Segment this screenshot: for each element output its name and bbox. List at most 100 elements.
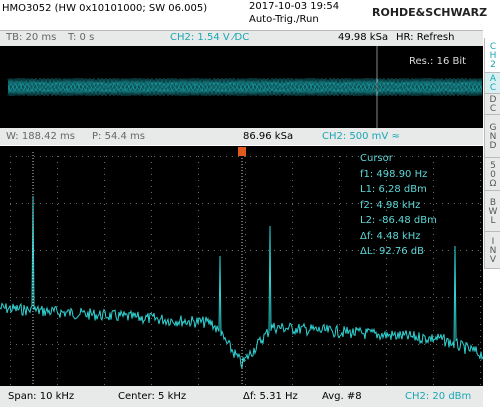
trace-line [364, 250, 365, 251]
trace-line [151, 210, 152, 211]
trace-line [151, 240, 152, 241]
trace-line [386, 294, 387, 295]
trace-line [136, 297, 137, 298]
trace-line [46, 203, 47, 204]
trace-line [480, 216, 481, 217]
trace-line [104, 282, 105, 283]
trace-line [104, 360, 105, 361]
trace-line [310, 344, 311, 345]
trace-line [316, 344, 317, 345]
trace-line [57, 330, 58, 331]
side-button[interactable]: AC [485, 73, 500, 94]
trace-line [104, 210, 105, 211]
trace-line [364, 297, 365, 298]
trace-line [57, 204, 58, 205]
trace-line [245, 282, 246, 283]
trace-line [466, 156, 467, 157]
trace-line [172, 250, 173, 251]
side-button[interactable]: CH2 [485, 38, 500, 73]
trace-line [28, 344, 29, 345]
trace-line [310, 297, 311, 298]
trace-line [394, 156, 395, 157]
trace-line [376, 250, 377, 251]
trace-line [57, 282, 58, 283]
trace-line [184, 297, 185, 298]
trace-line [57, 378, 58, 379]
trace-line [208, 203, 209, 204]
side-button[interactable]: INV [485, 232, 500, 269]
trace-line [436, 344, 437, 345]
trace-line [58, 344, 59, 345]
trace-line [124, 203, 125, 204]
trace-line [339, 378, 340, 379]
trace-line [245, 168, 246, 169]
trace-line [100, 344, 101, 345]
trace-line [256, 250, 257, 251]
trace-line [472, 297, 473, 298]
trace-line [184, 344, 185, 345]
trace-line [430, 156, 431, 157]
trace-line [104, 204, 105, 205]
trace-line [386, 312, 387, 313]
trace-line [292, 297, 293, 298]
trace-line [292, 186, 293, 187]
dl: ΔL: 92.76 dB [360, 246, 424, 257]
trace-line [151, 348, 152, 349]
trace-line [70, 344, 71, 345]
trace-line [104, 300, 105, 301]
trace-line [245, 252, 246, 253]
trace-line [214, 344, 215, 345]
trace-line [245, 360, 246, 361]
trace-line [10, 276, 11, 277]
trace-line [142, 203, 143, 204]
trace-line [245, 270, 246, 271]
trace-line [454, 203, 455, 204]
trace-line [480, 180, 481, 181]
trace-line [57, 360, 58, 361]
trace-line [178, 344, 179, 345]
trace-line [57, 366, 58, 367]
trace-line [178, 297, 179, 298]
side-button[interactable]: DC [485, 94, 500, 115]
trace-line [151, 186, 152, 187]
trace-line [64, 203, 65, 204]
trace-line [292, 240, 293, 241]
trace-line [480, 288, 481, 289]
mode: HR: Refresh [396, 32, 455, 43]
trace-line [480, 156, 481, 157]
trace-line [245, 354, 246, 355]
trace-line [262, 203, 263, 204]
trace-line [57, 306, 58, 307]
trace-line [274, 250, 275, 251]
side-button[interactable]: BWL [485, 191, 500, 232]
trace-line [104, 384, 105, 385]
trace-line [418, 297, 419, 298]
trace-line [346, 344, 347, 345]
trace-line [160, 344, 161, 345]
trace-line [268, 156, 269, 157]
trace-line [386, 270, 387, 271]
trace-line [148, 203, 149, 204]
trace-line [406, 297, 407, 298]
trace-line [198, 216, 199, 217]
trace-line [292, 210, 293, 211]
trace-line [244, 344, 245, 345]
trace-line [198, 312, 199, 313]
trace-line [172, 344, 173, 345]
trace-line [433, 276, 434, 277]
trace-line [151, 276, 152, 277]
trace-line [226, 344, 227, 345]
trace-line [412, 297, 413, 298]
side-button[interactable]: 50Ω [485, 158, 500, 191]
trace-line [448, 250, 449, 251]
trace-line [386, 246, 387, 247]
trace-line [424, 297, 425, 298]
timebase-bar [0, 30, 483, 47]
trace-line [442, 297, 443, 298]
trace-line [10, 330, 11, 331]
side-button[interactable]: GND [485, 115, 500, 158]
trace-line [292, 222, 293, 223]
trace-line [386, 306, 387, 307]
trace-line [130, 203, 131, 204]
trace-line [245, 366, 246, 367]
